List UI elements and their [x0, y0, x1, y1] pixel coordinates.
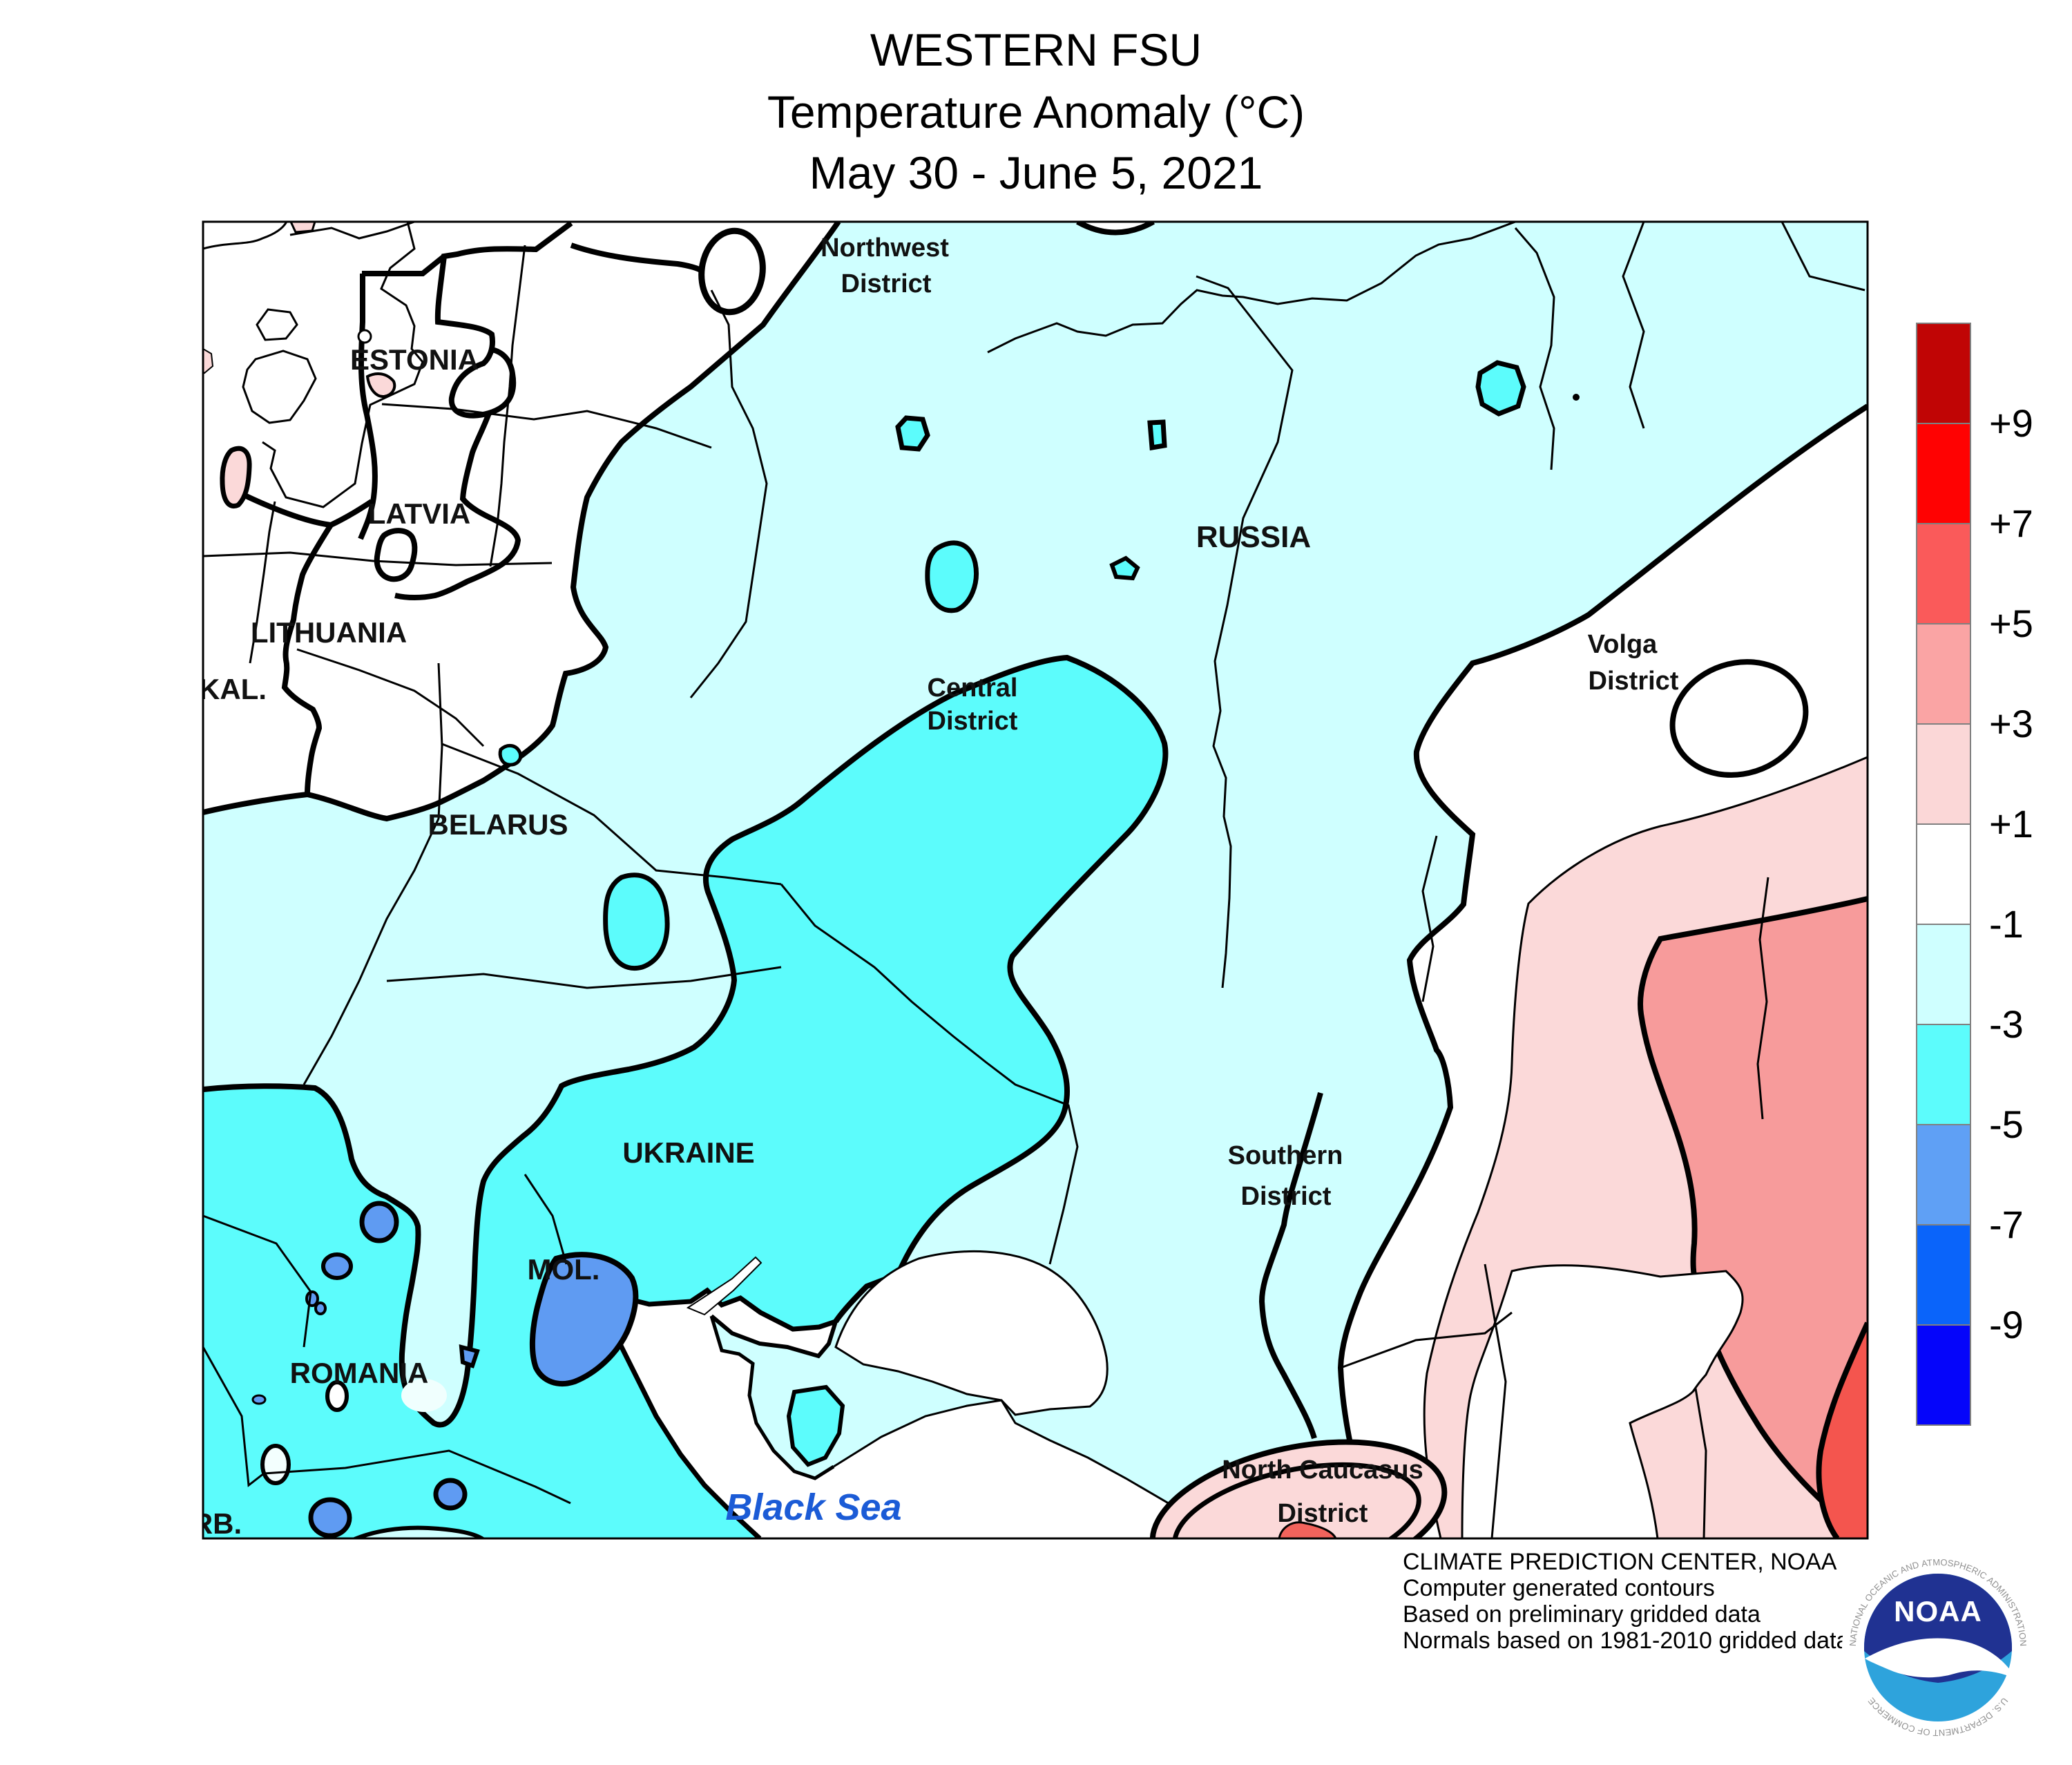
- svg-text:CLIMATE PREDICTION CENTER, NOA: CLIMATE PREDICTION CENTER, NOAA: [1403, 1549, 1837, 1575]
- svg-text:District: District: [1278, 1499, 1368, 1528]
- svg-text:NOAA: NOAA: [1894, 1595, 1982, 1628]
- svg-text:ROMANIA: ROMANIA: [290, 1357, 429, 1389]
- svg-text:RUSSIA: RUSSIA: [1196, 520, 1311, 554]
- svg-text:LATVIA: LATVIA: [368, 497, 471, 530]
- svg-text:+3: +3: [1989, 702, 2033, 745]
- svg-text:+5: +5: [1989, 602, 2033, 645]
- svg-text:+1: +1: [1989, 802, 2033, 846]
- svg-text:KAL.: KAL.: [199, 673, 267, 705]
- svg-text:RB.: RB.: [192, 1507, 242, 1540]
- svg-text:Based on preliminary gridded d: Based on preliminary gridded data: [1403, 1601, 1761, 1628]
- svg-text:LITHUANIA: LITHUANIA: [251, 616, 407, 649]
- svg-text:+7: +7: [1989, 502, 2033, 545]
- svg-text:Temperature Anomaly (°C): Temperature Anomaly (°C): [767, 86, 1305, 137]
- svg-text:BELARUS: BELARUS: [428, 808, 568, 841]
- svg-text:Southern: Southern: [1228, 1141, 1343, 1170]
- svg-text:Computer generated contours: Computer generated contours: [1403, 1575, 1715, 1601]
- svg-text:Volga: Volga: [1588, 630, 1658, 659]
- svg-text:District: District: [1589, 667, 1679, 696]
- svg-text:-1: -1: [1989, 902, 2024, 946]
- svg-text:May 30 - June 5, 2021: May 30 - June 5, 2021: [809, 147, 1263, 198]
- svg-text:District: District: [1241, 1182, 1332, 1211]
- svg-text:Northwest: Northwest: [821, 233, 949, 263]
- svg-text:Black Sea: Black Sea: [725, 1487, 901, 1528]
- svg-text:+9: +9: [1989, 401, 2033, 445]
- svg-text:District: District: [841, 269, 932, 298]
- svg-text:North Caucasus: North Caucasus: [1222, 1456, 1423, 1485]
- svg-text:-5: -5: [1989, 1103, 2024, 1146]
- svg-text:WESTERN FSU: WESTERN FSU: [870, 24, 1202, 75]
- svg-text:Central: Central: [928, 674, 1018, 703]
- svg-text:ESTONIA: ESTONIA: [350, 343, 479, 376]
- svg-text:MOL.: MOL.: [528, 1253, 600, 1286]
- svg-text:-9: -9: [1989, 1303, 2024, 1346]
- svg-text:Normals based on 1981-2010 gri: Normals based on 1981-2010 gridded data: [1403, 1628, 1850, 1654]
- svg-text:UKRAINE: UKRAINE: [622, 1136, 754, 1169]
- svg-text:-3: -3: [1989, 1002, 2024, 1046]
- svg-text:District: District: [928, 707, 1018, 736]
- svg-text:-7: -7: [1989, 1203, 2024, 1246]
